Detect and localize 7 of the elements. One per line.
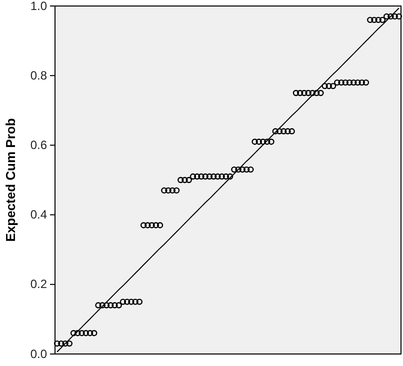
y-tick-label: 0.0	[30, 346, 48, 361]
y-tick-label: 1.0	[30, 0, 48, 13]
y-tick-label: 0.8	[30, 68, 48, 82]
y-tick-label: 0.6	[30, 138, 48, 152]
y-axis-title: Expected Cum Prob	[3, 118, 18, 242]
y-tick-label: 0.2	[30, 277, 48, 292]
y-tick-label: 0.4	[30, 208, 48, 222]
